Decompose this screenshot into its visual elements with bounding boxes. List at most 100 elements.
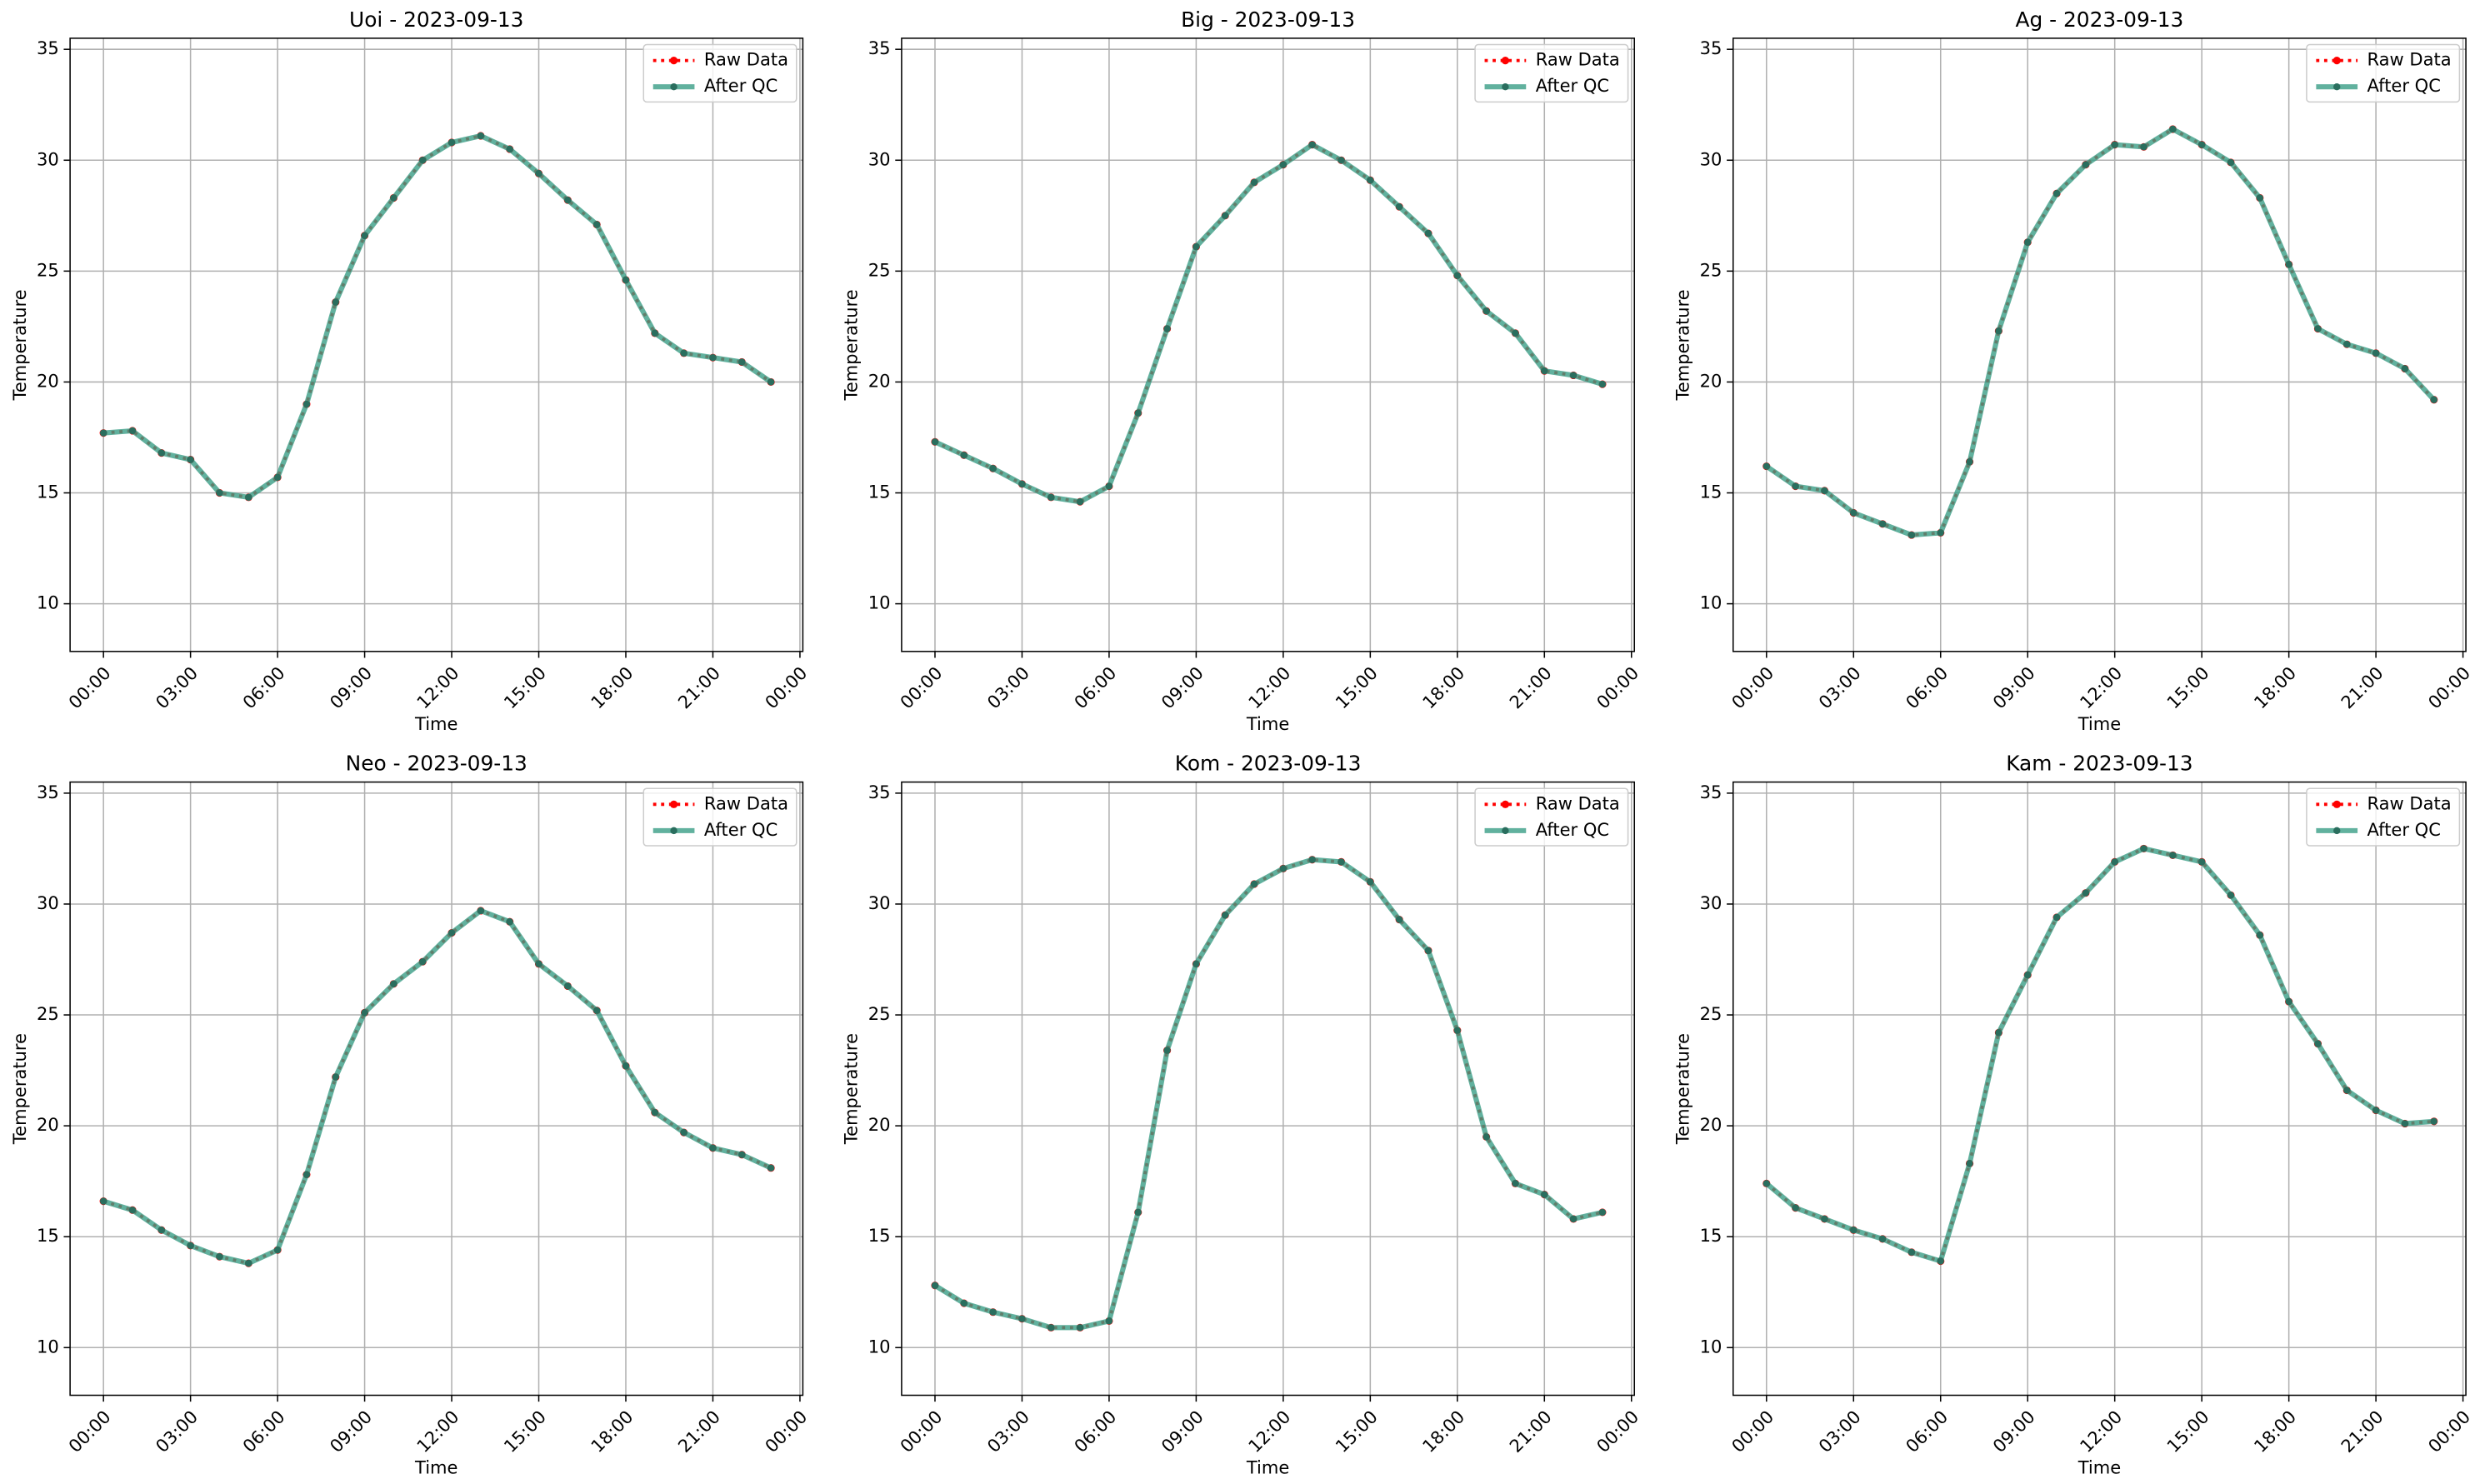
- y-tick-label: 20: [37, 1114, 59, 1135]
- data-point: [1395, 202, 1403, 211]
- y-tick-label: 35: [868, 782, 891, 802]
- series-line: [1765, 127, 2436, 537]
- x-tick-label: 21:00: [1505, 662, 1556, 713]
- x-tick-label: 09:00: [326, 1407, 377, 1457]
- data-point: [1105, 1317, 1113, 1325]
- series-line: [933, 857, 1603, 1331]
- chart-title: Neo - 2023-09-13: [346, 752, 528, 776]
- y-tick-label: 15: [868, 482, 891, 502]
- series-line: [102, 909, 772, 1266]
- data-point: [1598, 1208, 1607, 1217]
- y-tick-label: 35: [1700, 37, 1722, 58]
- data-point: [535, 170, 542, 177]
- y-tick-label: 25: [1700, 259, 1722, 280]
- subplot: 00:00 03:00 06:00 09:00 12:00 15:00 18:00 21:00…: [841, 7, 1643, 734]
- data-point: [448, 929, 456, 937]
- x-tick-label: 15:00: [2162, 1407, 2213, 1457]
- x-tick-label: 12:00: [412, 1407, 463, 1457]
- x-tick-label: 12:00: [412, 662, 463, 713]
- data-point: [2198, 141, 2206, 148]
- data-point: [477, 132, 485, 140]
- legend-label: After QC: [2368, 819, 2441, 840]
- x-axis-label: Time: [414, 713, 458, 734]
- data-point: [273, 1246, 282, 1254]
- x-tick-label: 06:00: [238, 662, 289, 713]
- data-point: [1821, 1215, 1828, 1223]
- data-point: [128, 1207, 137, 1214]
- y-tick-label: 20: [1700, 370, 1722, 391]
- data-point: [1966, 458, 1973, 466]
- data-point: [931, 438, 939, 446]
- data-point: [1250, 880, 1258, 888]
- data-point: [187, 456, 194, 463]
- y-tick-label: 10: [1700, 1336, 1722, 1357]
- y-axis-label: Temperature: [9, 289, 30, 401]
- data-point: [1076, 1324, 1084, 1332]
- data-point: [2401, 1120, 2409, 1127]
- y-tick-label: 25: [868, 259, 891, 280]
- data-point: [1512, 329, 1519, 337]
- x-axis-label: Time: [2078, 1457, 2121, 1477]
- chart-title: Kam - 2023-09-13: [2006, 752, 2192, 776]
- data-point: [506, 145, 513, 153]
- data-point: [2140, 143, 2148, 151]
- x-tick-label: 18:00: [1418, 662, 1469, 713]
- legend-marker: [2332, 800, 2341, 808]
- data-point: [1792, 482, 1799, 490]
- data-point: [1878, 520, 1887, 527]
- x-tick-label: 09:00: [1157, 1407, 1208, 1457]
- data-point: [2227, 892, 2235, 899]
- data-point: [1076, 497, 1084, 506]
- data-point: [158, 449, 166, 457]
- y-tick-label: 30: [868, 148, 891, 169]
- data-point: [2227, 158, 2235, 167]
- legend-marker: [670, 827, 678, 835]
- data-point: [1308, 856, 1316, 863]
- data-point: [2052, 913, 2061, 922]
- data-point: [1453, 272, 1462, 279]
- data-point: [960, 1299, 968, 1307]
- y-tick-label: 30: [1700, 892, 1722, 913]
- data-point: [2024, 971, 2032, 979]
- y-tick-label: 20: [868, 1114, 891, 1135]
- data-point: [1105, 482, 1113, 490]
- data-point: [1279, 865, 1288, 872]
- data-point: [767, 378, 775, 386]
- data-point: [390, 980, 398, 987]
- data-point: [2256, 194, 2264, 202]
- legend-label: After QC: [704, 819, 778, 840]
- data-point: [1937, 529, 1944, 537]
- x-tick-label: 12:00: [2076, 1407, 2127, 1457]
- data-point: [1308, 141, 1316, 148]
- x-tick-label: 21:00: [673, 1407, 724, 1457]
- data-point: [2256, 932, 2264, 939]
- data-point: [1937, 1257, 1944, 1265]
- series-line: [933, 142, 1603, 505]
- data-point: [1908, 531, 1916, 539]
- x-tick-label: 03:00: [1814, 1407, 1865, 1457]
- chart-title: Kom - 2023-09-13: [1175, 752, 1362, 776]
- data-point: [564, 196, 572, 204]
- y-tick-label: 20: [1700, 1114, 1722, 1135]
- x-tick-label: 12:00: [1244, 1407, 1295, 1457]
- data-point: [2024, 238, 2032, 246]
- plot-frame: [1732, 37, 2467, 652]
- data-point: [680, 1128, 688, 1137]
- data-point: [622, 1062, 630, 1070]
- data-point: [651, 1108, 659, 1117]
- data-point: [680, 349, 688, 357]
- x-tick-label: 00:00: [761, 1407, 812, 1457]
- series-line: [1764, 846, 2434, 1264]
- data-point: [1541, 1191, 1548, 1198]
- data-point: [2169, 852, 2177, 859]
- data-point: [2082, 161, 2090, 168]
- x-tick-label: 15:00: [1331, 662, 1382, 713]
- y-tick-label: 35: [868, 37, 891, 58]
- x-tick-label: 15:00: [1331, 1407, 1382, 1457]
- data-point: [1338, 157, 1345, 164]
- y-tick-label: 30: [1700, 148, 1722, 169]
- x-tick-label: 00:00: [896, 662, 947, 713]
- x-tick-label: 06:00: [1070, 1407, 1121, 1457]
- y-tick-label: 35: [37, 37, 59, 58]
- x-tick-label: 03:00: [152, 662, 202, 713]
